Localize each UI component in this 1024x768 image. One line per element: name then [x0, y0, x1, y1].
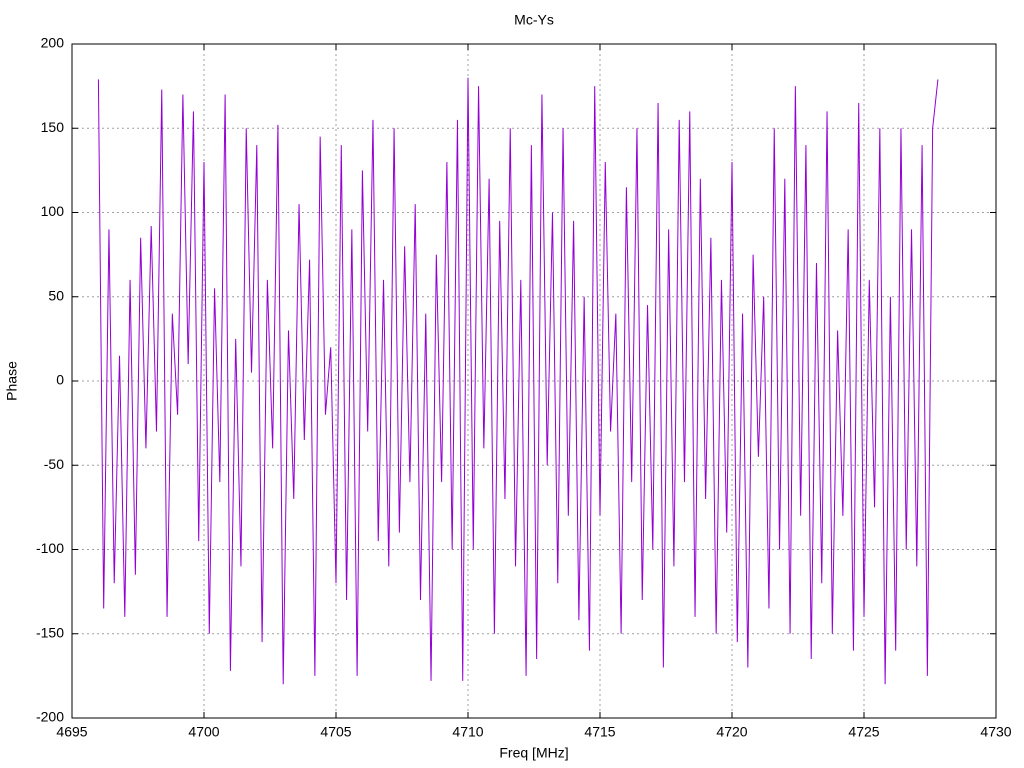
x-axis-label: Freq [MHz] [499, 745, 568, 761]
y-tick-label: 100 [41, 203, 65, 219]
y-tick-label: -100 [36, 540, 64, 556]
y-tick-label: -200 [36, 709, 64, 725]
y-tick-label: -150 [36, 624, 64, 640]
x-tick-label: 4710 [452, 724, 483, 740]
x-tick-label: 4730 [980, 724, 1011, 740]
y-tick-label: 50 [48, 287, 64, 303]
y-tick-label: 0 [56, 372, 64, 388]
x-tick-label: 4720 [716, 724, 747, 740]
y-axis-label: Phase [4, 361, 20, 401]
y-tick-label: 200 [41, 35, 65, 51]
x-tick-label: 4715 [584, 724, 615, 740]
x-tick-label: 4700 [188, 724, 219, 740]
y-tick-label: -50 [44, 456, 64, 472]
data-line [97, 77, 939, 685]
y-tick-label: 150 [41, 119, 65, 135]
chart-title: Mc-Ys [514, 12, 554, 28]
x-tick-label: 4705 [320, 724, 351, 740]
plot-border [71, 43, 997, 719]
x-tick-label: 4725 [848, 724, 879, 740]
x-tick-label: 4695 [56, 724, 87, 740]
